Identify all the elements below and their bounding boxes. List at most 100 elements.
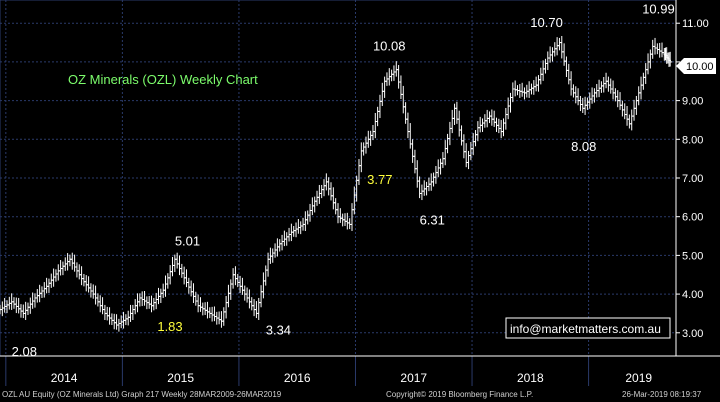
ohlc-bar <box>377 94 382 119</box>
ohlc-bar <box>622 103 627 120</box>
ohlc-bar <box>382 76 387 98</box>
ohlc-bar <box>646 53 651 75</box>
ohlc-bar <box>489 109 494 126</box>
ohlc-bar <box>219 311 224 328</box>
ohlc-bar <box>604 72 609 89</box>
ohlc-bar <box>543 58 548 74</box>
ohlc-bar <box>501 118 506 137</box>
ohlc-bar <box>660 42 665 58</box>
ohlc-bar <box>91 284 96 299</box>
ohlc-bar <box>370 124 375 141</box>
ohlc-bar <box>342 213 347 226</box>
ohlc-bar <box>478 116 483 133</box>
ohlc-bar <box>396 65 401 89</box>
ohlc-bar <box>566 63 571 85</box>
ohlc-bar <box>21 304 26 319</box>
ohlc-bar <box>639 76 644 100</box>
ohlc-bar <box>170 256 175 277</box>
ohlc-bar <box>438 158 443 175</box>
ohlc-bar <box>380 82 385 107</box>
ohlc-bar <box>196 294 201 313</box>
ohlc-bar <box>564 56 569 78</box>
ohlc-bar <box>422 180 427 196</box>
ohlc-bar <box>109 313 114 326</box>
ohlc-bar <box>338 208 343 223</box>
ohlc-bar <box>205 301 210 319</box>
ohlc-bar <box>615 90 620 108</box>
ohlc-bar <box>16 297 21 314</box>
ohlc-bar <box>102 304 107 321</box>
ohlc-bar <box>49 273 54 288</box>
ohlc-bar <box>650 39 655 59</box>
price-annotation: 3.77 <box>367 172 392 187</box>
ohlc-bar <box>601 77 606 93</box>
ohlc-bar <box>245 287 250 303</box>
ohlc-bar <box>93 285 98 305</box>
ohlc-bar <box>207 307 212 319</box>
ohlc-bar <box>263 265 268 286</box>
price-annotation: 6.31 <box>420 212 445 227</box>
ohlc-bar <box>373 112 378 139</box>
ohlc-bar <box>135 293 140 313</box>
x-tick-label: 2014 <box>51 371 78 385</box>
price-annotation: 2.08 <box>12 344 37 359</box>
ohlc-bar <box>39 286 44 298</box>
ohlc-bar <box>81 273 86 287</box>
y-tick-label: 11.00 <box>682 18 709 30</box>
y-tick-label: 5.00 <box>682 250 703 262</box>
ohlc-bar <box>496 118 501 134</box>
ohlc-bar <box>394 61 399 77</box>
ohlc-bar <box>179 263 184 278</box>
ohlc-bar <box>137 293 142 307</box>
ohlc-bar <box>212 306 217 322</box>
ohlc-bar <box>641 72 646 90</box>
ohlc-bar <box>529 83 534 95</box>
ohlc-bar <box>333 198 338 215</box>
ohlc-bar <box>356 159 361 185</box>
ohlc-bar <box>459 125 464 146</box>
y-tick-label: 9.00 <box>682 96 703 108</box>
ohlc-bar <box>608 78 613 94</box>
ohlc-bar <box>326 177 331 196</box>
ohlc-bar <box>336 203 340 224</box>
ohlc-bar <box>74 262 79 278</box>
ohlc-bar <box>305 210 310 225</box>
price-annotation: 10.08 <box>373 38 406 53</box>
ohlc-bar <box>499 119 504 139</box>
ohlc-bar <box>44 277 49 294</box>
ohlc-bar <box>298 221 303 235</box>
ohlc-bar <box>280 234 285 251</box>
ohlc-bar <box>151 297 156 311</box>
ohlc-bar <box>294 222 299 238</box>
ohlc-bar <box>464 143 469 168</box>
ohlc-bar <box>648 49 653 69</box>
ohlc-bar <box>175 252 180 269</box>
ohlc-bar <box>447 121 452 146</box>
ohlc-bar <box>431 172 436 187</box>
ohlc-bar <box>184 269 189 288</box>
ohlc-bar <box>270 248 275 263</box>
ohlc-bar <box>398 75 403 100</box>
ohlc-bar <box>347 218 352 230</box>
price-bars <box>0 35 673 332</box>
ohlc-bar <box>487 111 492 124</box>
ohlc-bar <box>14 297 19 314</box>
ohlc-bar <box>668 51 673 67</box>
ohlc-bar <box>315 190 320 206</box>
ohlc-bar <box>613 88 618 102</box>
ohlc-bar <box>557 37 562 51</box>
ohlc-bar <box>56 264 61 281</box>
ohlc-bar <box>319 184 324 199</box>
ohlc-bar <box>84 275 89 292</box>
ohlc-bar <box>25 302 30 315</box>
ohlc-bar <box>503 107 508 130</box>
ohlc-bar <box>259 285 264 308</box>
ohlc-bar <box>114 314 119 330</box>
ohlc-bar <box>578 95 583 112</box>
price-annotation: 10.70 <box>530 15 563 30</box>
ohlc-bar <box>545 51 550 71</box>
ohlc-bar <box>282 230 287 247</box>
ohlc-bar <box>636 86 641 106</box>
ohlc-bar <box>534 76 539 92</box>
ohlc-bar <box>233 266 238 286</box>
